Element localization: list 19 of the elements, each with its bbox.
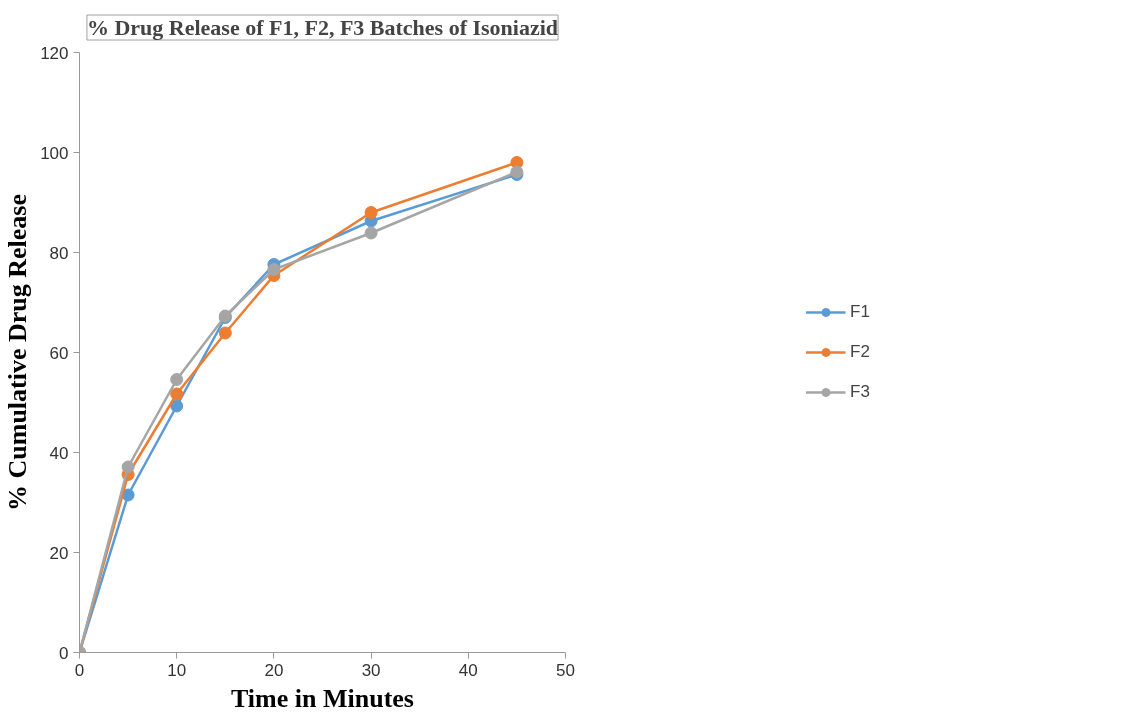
x-axis-title: Time in Minutes: [231, 683, 414, 713]
y-tick-label: 0: [59, 643, 69, 663]
x-tick-label: 0: [74, 660, 85, 680]
legend-label: F2: [850, 342, 870, 362]
y-tick-label: 100: [40, 143, 69, 163]
y-tick-label: 80: [49, 243, 69, 263]
x-tick-label: 10: [167, 660, 187, 680]
x-tick-label: 30: [361, 660, 381, 680]
y-tick-label: 60: [49, 343, 69, 363]
x-tick-label: 40: [458, 660, 478, 680]
y-tick-label: 40: [49, 443, 69, 463]
chart-title: % Drug Release of F1, F2, F3 Batches of Isoniazid: [86, 15, 559, 40]
x-tick-label: 50: [556, 660, 575, 680]
x-tick-label: 20: [264, 660, 284, 680]
y-tick-label: 20: [49, 543, 69, 563]
legend-label: F1: [850, 302, 870, 322]
legend-label: F3: [850, 382, 870, 402]
y-tick-label: 120: [40, 43, 69, 63]
y-axis-title: % Cumulative Drug Release: [3, 193, 33, 512]
